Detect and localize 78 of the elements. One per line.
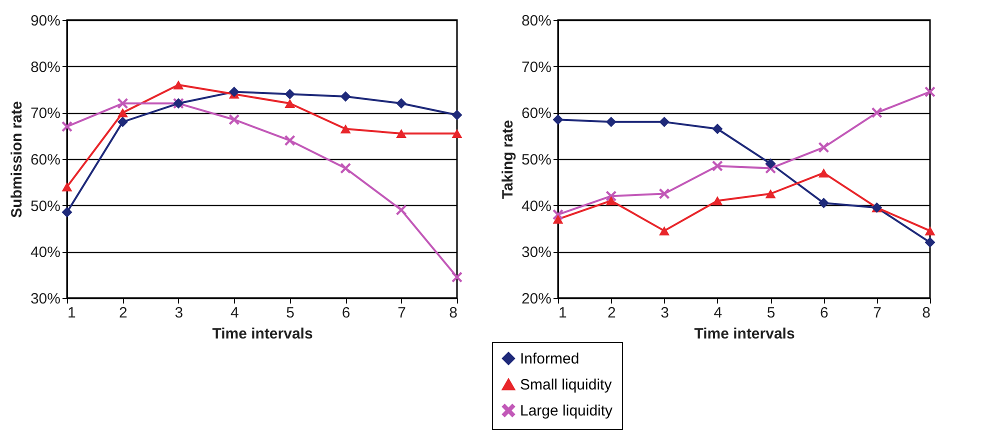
legend-label: Large liquidity [520, 402, 614, 420]
point [284, 135, 296, 146]
point [606, 190, 616, 202]
point [62, 207, 72, 218]
point [62, 182, 72, 192]
y-tick-label: 20% [521, 290, 552, 308]
y-tick-label: 60% [521, 105, 552, 122]
y-tick-label: 30% [521, 244, 552, 262]
point [924, 86, 936, 98]
x-tick-label: 6 [820, 304, 828, 322]
point [228, 114, 240, 125]
point [765, 189, 776, 198]
x-tick-label: 8 [449, 304, 458, 322]
x-tick-label: 4 [714, 304, 722, 322]
point [818, 168, 829, 178]
point [117, 108, 128, 118]
point [396, 128, 407, 138]
y-tick-label: 90% [30, 12, 60, 30]
x-axis-title: Time intervals [212, 326, 313, 342]
x-tick-label: 5 [286, 304, 295, 322]
y-tick-label: 30% [30, 290, 60, 308]
y-tick-label: 70% [30, 105, 60, 122]
x-tick-label: 6 [342, 304, 350, 322]
point [818, 142, 829, 153]
point [552, 114, 564, 125]
point [924, 226, 936, 236]
point [340, 91, 351, 102]
point [284, 88, 296, 100]
point [340, 124, 351, 134]
x-tick-label: 8 [922, 304, 930, 322]
x-tick-label: 4 [230, 304, 239, 322]
y-tick-label: 70% [521, 58, 552, 76]
point [659, 116, 670, 128]
point [659, 226, 670, 236]
point [396, 204, 407, 216]
point [659, 188, 670, 199]
point [452, 272, 462, 282]
x-tick-label: 2 [607, 304, 616, 322]
x-tick-label: 3 [660, 304, 669, 322]
point [924, 237, 936, 248]
point [117, 116, 128, 128]
point [712, 196, 723, 206]
x-tick-label: 7 [873, 304, 882, 322]
point [606, 196, 616, 206]
point [228, 86, 240, 98]
point [552, 214, 564, 224]
y-tick-label: 80% [30, 58, 60, 76]
x-tick-label: 7 [398, 304, 406, 322]
x-tick-label: 2 [119, 304, 128, 322]
point [284, 98, 296, 108]
point [765, 158, 776, 169]
point [173, 80, 184, 90]
point [712, 160, 723, 172]
x-axis-title: Time intervals [694, 326, 795, 342]
point [396, 98, 407, 109]
point [606, 116, 616, 128]
point [452, 110, 462, 120]
y-axis-title: Submission rate [8, 101, 26, 218]
x-tick-label: 1 [68, 304, 76, 322]
point [452, 128, 462, 138]
point [872, 107, 882, 118]
point [62, 121, 72, 132]
legend-label: Informed [520, 350, 580, 368]
y-tick-label: 50% [30, 198, 60, 215]
y-tick-label: 80% [521, 12, 552, 30]
point [340, 163, 351, 174]
x-tick-label: 1 [558, 304, 567, 322]
y-axis-title: Taking rate [499, 120, 516, 199]
y-tick-label: 40% [521, 198, 552, 215]
point [818, 198, 829, 208]
legend-label: Small liquidity [520, 376, 612, 394]
point [117, 98, 128, 109]
point [712, 124, 723, 134]
y-tick-label: 40% [30, 244, 60, 262]
x-tick-label: 5 [766, 304, 776, 322]
x-tick-label: 3 [174, 304, 184, 322]
y-tick-label: 50% [521, 152, 552, 168]
y-tick-label: 60% [30, 152, 60, 168]
